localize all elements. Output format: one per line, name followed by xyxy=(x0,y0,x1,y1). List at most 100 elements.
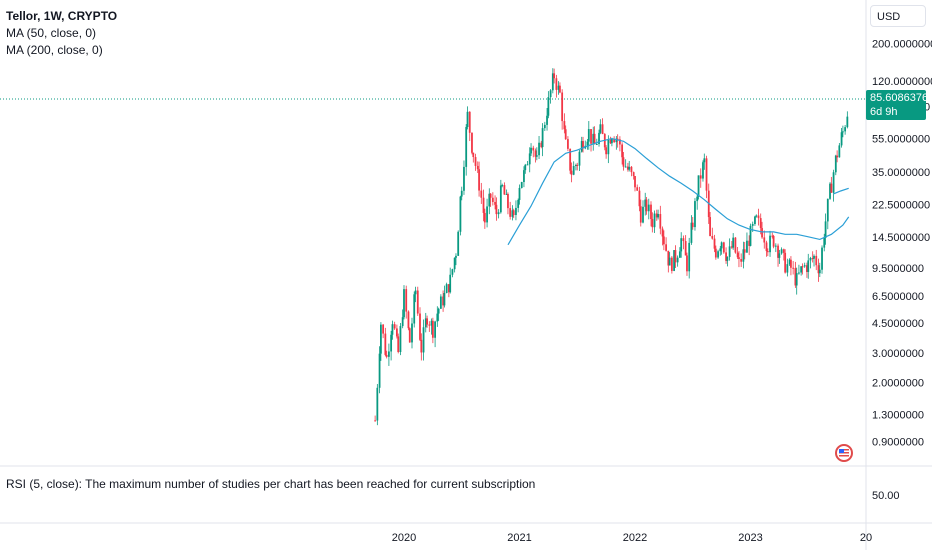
candle xyxy=(378,346,381,394)
candle xyxy=(784,249,787,274)
candle xyxy=(397,333,400,354)
candle xyxy=(549,89,552,104)
candle xyxy=(489,193,492,207)
candle xyxy=(634,175,636,192)
candle xyxy=(445,282,448,294)
candle xyxy=(543,121,546,132)
candle xyxy=(665,237,667,252)
candle xyxy=(605,145,608,159)
last-price: 85.6086376 xyxy=(870,92,929,104)
candle xyxy=(632,171,635,180)
candle xyxy=(546,108,548,131)
candle xyxy=(749,223,752,247)
candle xyxy=(844,124,847,135)
candle xyxy=(642,200,644,224)
candle xyxy=(426,315,428,328)
candle xyxy=(593,126,596,145)
x-axis[interactable]: 2020 2021 2022 2023 20 xyxy=(392,532,872,544)
candle xyxy=(561,89,564,130)
candle xyxy=(559,82,561,94)
candle xyxy=(395,324,398,339)
candle xyxy=(626,162,629,172)
candle xyxy=(769,230,771,257)
candle xyxy=(703,153,706,170)
candle xyxy=(518,184,521,205)
candle xyxy=(439,294,442,309)
candle xyxy=(512,208,515,219)
candle xyxy=(774,243,777,253)
candle xyxy=(515,200,517,221)
x-tick-label: 2020 xyxy=(392,532,416,544)
candle xyxy=(740,253,743,267)
candle xyxy=(407,310,410,331)
candle xyxy=(734,237,737,254)
symbol-title[interactable]: Tellor, 1W, CRYPTO xyxy=(6,9,118,23)
y-tick-label: 1.3000000 xyxy=(872,409,924,421)
candle xyxy=(430,318,433,335)
candle xyxy=(834,154,837,176)
ma50-legend[interactable]: MA (50, close, 0) xyxy=(6,26,97,40)
candle xyxy=(690,215,693,245)
ma200-legend[interactable]: MA (200, close, 0) xyxy=(6,43,103,57)
candle xyxy=(686,252,688,276)
candle xyxy=(846,111,849,129)
candle xyxy=(763,230,766,249)
candle xyxy=(422,319,425,361)
candle xyxy=(460,186,463,201)
candle xyxy=(499,179,502,214)
candle xyxy=(705,155,708,199)
candle xyxy=(528,147,531,173)
y-tick-label: 35.0000000 xyxy=(872,167,930,179)
candle xyxy=(391,320,394,340)
candle xyxy=(553,68,556,84)
y-tick-label: 120.0000000 xyxy=(872,76,932,88)
candle xyxy=(748,235,751,256)
candle xyxy=(590,129,592,152)
y-tick-label: 3.0000000 xyxy=(872,348,924,360)
candle xyxy=(670,256,673,274)
candle xyxy=(401,309,404,329)
candle xyxy=(713,234,716,253)
candle xyxy=(408,327,411,343)
candle xyxy=(673,249,675,272)
candle xyxy=(674,245,677,268)
candle xyxy=(655,209,658,221)
candle xyxy=(777,243,779,267)
candle xyxy=(393,321,396,330)
currency-button[interactable]: USD xyxy=(870,5,926,27)
candle xyxy=(509,201,512,220)
candle xyxy=(563,113,566,134)
candle xyxy=(455,253,457,266)
candle xyxy=(451,268,454,278)
candles xyxy=(374,68,849,426)
candle xyxy=(742,241,745,269)
candle xyxy=(771,232,774,239)
candle xyxy=(842,125,844,138)
rsi-axis-label: 50.00 xyxy=(872,490,900,502)
candle xyxy=(720,241,723,255)
candle xyxy=(524,163,527,174)
x-tick-label: 2023 xyxy=(738,532,762,544)
us-flag-icon[interactable] xyxy=(835,444,853,462)
candle xyxy=(726,256,729,267)
candle xyxy=(754,215,756,226)
candle xyxy=(711,227,714,240)
candle xyxy=(416,286,419,316)
candle xyxy=(832,169,835,202)
candle xyxy=(382,323,385,339)
candle xyxy=(790,256,792,276)
bar-countdown: 6d 9h xyxy=(870,106,898,118)
candle xyxy=(424,312,427,333)
candle xyxy=(414,286,417,303)
candle xyxy=(811,251,814,263)
candle xyxy=(801,263,804,275)
candle xyxy=(806,262,808,278)
candle xyxy=(699,168,702,188)
candle xyxy=(540,140,543,149)
candle xyxy=(678,247,681,258)
candle xyxy=(778,249,781,264)
y-tick-label: 2.0000000 xyxy=(872,378,924,390)
candle xyxy=(376,383,379,426)
candle xyxy=(609,136,612,144)
